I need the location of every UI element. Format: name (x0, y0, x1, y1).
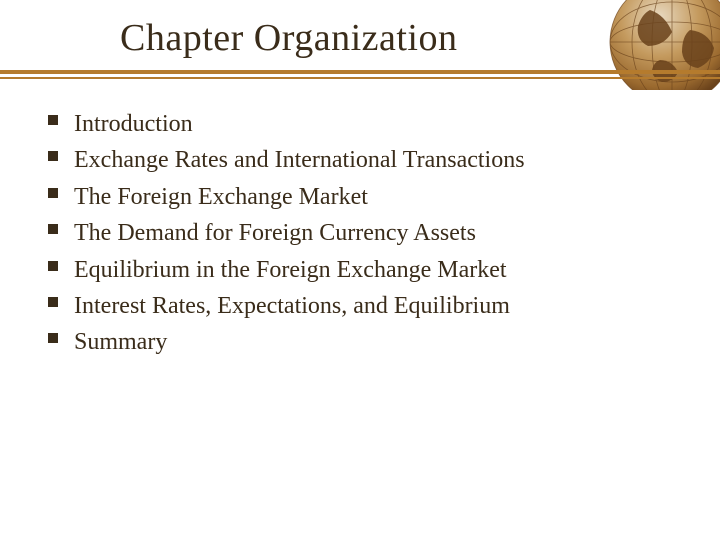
list-item-text: Summary (74, 329, 167, 355)
bullet-square-icon (48, 224, 58, 234)
list-item: Summary (48, 326, 668, 358)
title-underline (0, 70, 720, 84)
list-item-text: Introduction (74, 111, 193, 137)
list-item-text: The Foreign Exchange Market (74, 184, 368, 210)
list-item: The Foreign Exchange Market (48, 181, 668, 213)
list-item-text: Interest Rates, Expectations, and Equili… (74, 293, 510, 319)
underline-thick (0, 70, 720, 74)
slide-title: Chapter Organization (120, 17, 457, 59)
list-item-text: The Demand for Foreign Currency Assets (74, 220, 476, 246)
body-area: Introduction Exchange Rates and Internat… (48, 108, 668, 363)
underline-thin (0, 77, 720, 79)
bullet-square-icon (48, 151, 58, 161)
list-item: Exchange Rates and International Transac… (48, 144, 668, 176)
title-area: Chapter Organization (0, 16, 720, 60)
slide: { "title": "Chapter Organization", "bull… (0, 0, 720, 540)
list-item: The Demand for Foreign Currency Assets (48, 217, 668, 249)
list-item-text: Exchange Rates and International Transac… (74, 147, 525, 173)
bullet-square-icon (48, 297, 58, 307)
bullet-square-icon (48, 261, 58, 271)
list-item: Equilibrium in the Foreign Exchange Mark… (48, 254, 668, 286)
bullet-square-icon (48, 188, 58, 198)
list-item: Interest Rates, Expectations, and Equili… (48, 290, 668, 322)
bullet-list: Introduction Exchange Rates and Internat… (48, 108, 668, 359)
list-item: Introduction (48, 108, 668, 140)
bullet-square-icon (48, 333, 58, 343)
bullet-square-icon (48, 115, 58, 125)
list-item-text: Equilibrium in the Foreign Exchange Mark… (74, 257, 507, 283)
